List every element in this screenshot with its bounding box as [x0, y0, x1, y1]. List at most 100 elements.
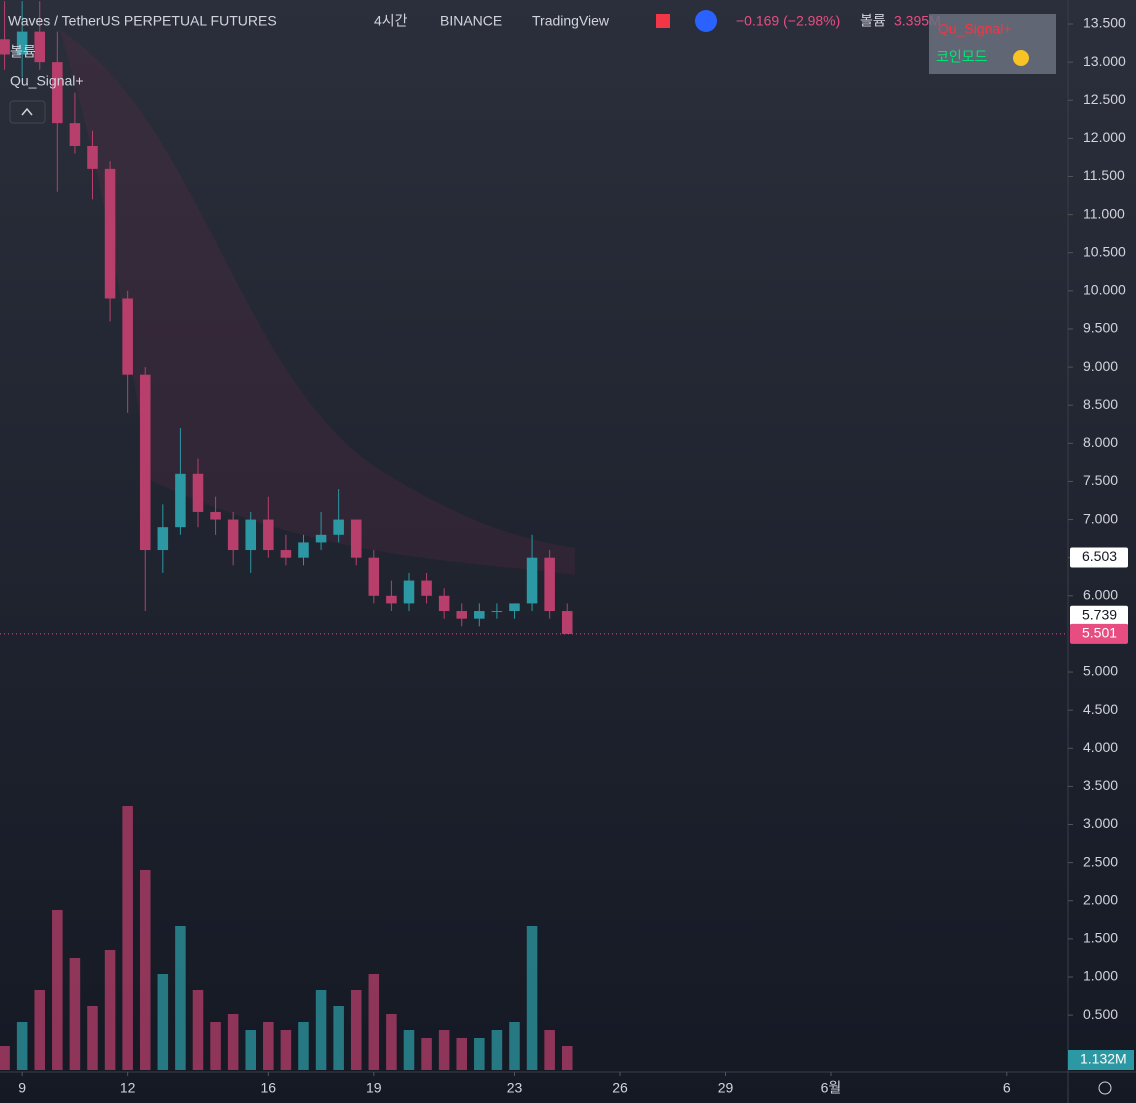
candle-body [403, 580, 415, 604]
candle-body [544, 557, 555, 612]
volume-bar [491, 1030, 503, 1070]
volume-bar [315, 990, 327, 1070]
candle-body [491, 611, 503, 613]
volume-bar [69, 958, 81, 1070]
volume-bar [509, 1022, 520, 1070]
y-tick-label: 12.500 [1083, 91, 1126, 107]
volume-bar [192, 990, 204, 1070]
signal-cloud [60, 30, 575, 575]
candle-body [280, 550, 292, 558]
price-label: 5.501 [1082, 625, 1117, 641]
price-label-bg [1070, 605, 1128, 626]
x-tick-label: 29 [718, 1080, 734, 1096]
collapse-button[interactable] [9, 100, 46, 124]
candle-body [421, 580, 432, 596]
candle-body [139, 374, 151, 551]
volume-bar [368, 974, 380, 1070]
volume-bar [16, 1022, 28, 1070]
volume-bar [386, 1014, 397, 1070]
x-tick-label: 26 [612, 1080, 628, 1096]
collapse-icon [21, 107, 33, 116]
candle-body [157, 527, 169, 551]
candle-body [69, 123, 81, 146]
candle-body [456, 611, 468, 619]
y-tick-label: 2.500 [1083, 853, 1118, 869]
interval: 4시간 [374, 13, 408, 29]
candle-body [227, 519, 239, 551]
candle-body [368, 557, 380, 596]
candle-body [298, 542, 309, 558]
volume-bar [350, 990, 362, 1070]
price-change: −0.169 (−2.98%) [736, 13, 840, 29]
y-tick-label: 10.000 [1083, 282, 1126, 298]
candle-body [350, 519, 362, 558]
volume-bar [263, 1022, 274, 1070]
y-tick-label: 2.000 [1083, 891, 1118, 907]
volume-label-bg [1068, 1050, 1134, 1070]
replay-button[interactable] [695, 10, 717, 32]
x-tick-label: 9 [18, 1080, 26, 1096]
y-tick-label: 4.500 [1083, 701, 1118, 717]
volume-bar [245, 1030, 257, 1070]
volume-bar [333, 1006, 344, 1070]
price-label: 5.739 [1082, 606, 1117, 622]
candle-body [245, 519, 257, 551]
candle-body [561, 611, 573, 634]
candle-body [122, 298, 133, 375]
volume-bar [227, 1014, 239, 1070]
y-tick-label: 9.000 [1083, 358, 1118, 374]
volume-bar [104, 950, 116, 1070]
candle-body [210, 511, 221, 520]
volume-bar [421, 1038, 432, 1070]
volume-bar [52, 910, 63, 1070]
candle-body [509, 603, 520, 612]
volume-bar [139, 870, 151, 1070]
candle-body [0, 39, 10, 55]
volume-bar [157, 974, 169, 1070]
coin-icon [1013, 50, 1029, 66]
y-tick-label: 11.000 [1083, 205, 1125, 221]
price-label-bg [1070, 547, 1128, 568]
plot [0, 1, 573, 1070]
volume-bar [403, 1030, 415, 1070]
volume-bar [544, 1030, 555, 1070]
volume-bar [298, 1022, 309, 1070]
y-tick-label: 9.500 [1083, 320, 1118, 336]
candle-body [386, 595, 397, 604]
legend-box [929, 14, 1056, 74]
y-tick-label: 7.000 [1083, 510, 1118, 526]
legend-mode: 코인모드 [936, 49, 988, 65]
volume-bar [122, 806, 133, 1070]
volume-bar [561, 1046, 573, 1070]
volume-title: 볼륨 [860, 13, 886, 29]
y-tick-label: 11.500 [1083, 167, 1125, 183]
y-tick-label: 13.500 [1083, 15, 1126, 31]
candle-body [175, 473, 186, 528]
volume-bar [438, 1030, 450, 1070]
flag-icon[interactable] [656, 14, 670, 28]
candle-body [438, 595, 450, 612]
x-tick-label: 23 [507, 1080, 523, 1096]
candle-body [104, 168, 116, 299]
price-label: 6.503 [1082, 548, 1117, 564]
candle-body [16, 31, 28, 55]
settings-button[interactable] [1098, 1081, 1112, 1095]
y-tick-label: 12.000 [1083, 129, 1126, 145]
candle-body [87, 145, 98, 169]
y-tick-label: 1.500 [1083, 930, 1118, 946]
candle-body [52, 62, 63, 124]
y-tick-label: 7.500 [1083, 472, 1118, 488]
volume-bar [175, 926, 186, 1070]
volume-bar [474, 1038, 485, 1070]
volume-bar [0, 1046, 10, 1070]
title: Waves / TetherUS PERPETUAL FUTURES [8, 13, 277, 29]
x-tick-label: 6 [1003, 1080, 1011, 1096]
y-tick-label: 6.000 [1083, 587, 1118, 603]
exchange: BINANCE [440, 13, 502, 29]
x-tick-label: 19 [366, 1080, 382, 1096]
y-tick-label: 1.000 [1083, 968, 1118, 984]
y-tick-label: 5.000 [1083, 663, 1118, 679]
